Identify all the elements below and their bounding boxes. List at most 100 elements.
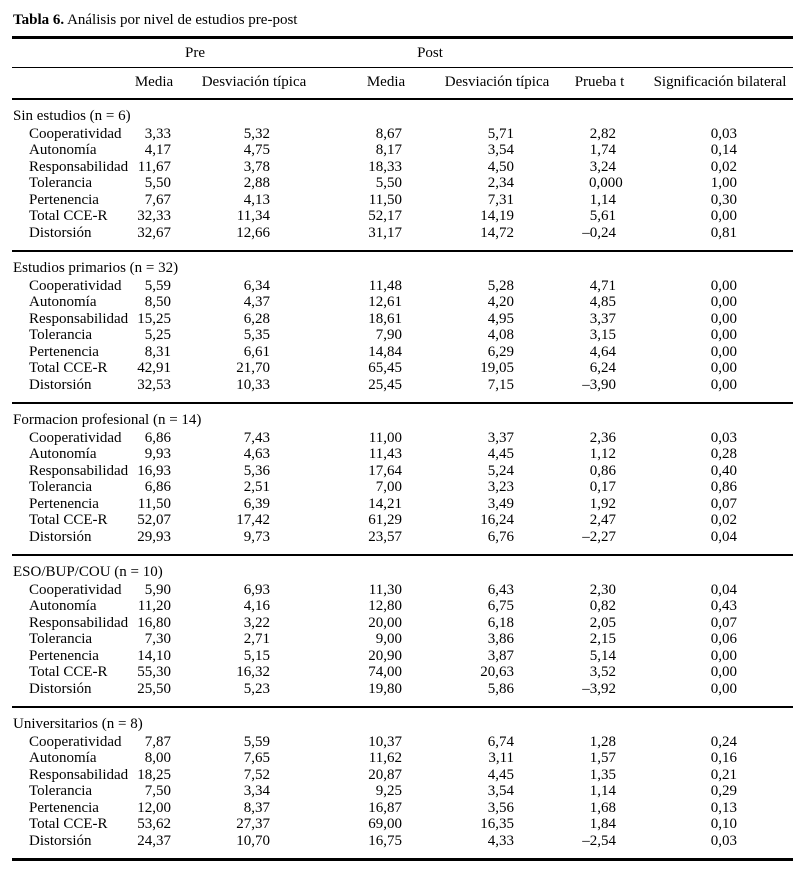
value-text: 3,33 <box>144 125 171 142</box>
row-label: Cooperatividad <box>29 733 122 750</box>
value-text: 1,92 <box>589 495 617 512</box>
value-cell: 14,72 <box>442 225 552 252</box>
value-text: 3,37 <box>487 429 515 446</box>
spacer-cell <box>12 67 130 100</box>
value-cell: 6,93 <box>178 582 330 599</box>
value-text: 0,06 <box>710 631 738 647</box>
value-cell: 7,67 <box>130 192 178 209</box>
value-cell: 1,84 <box>552 816 647 833</box>
value-text: 0,00 <box>710 343 738 360</box>
value-cell: 3,24 <box>552 159 647 176</box>
value-cell: 32,53 <box>130 377 178 404</box>
table-row: Tolerancia 5,25 5,35 7,90 4,08 3,15 0,00 <box>12 327 793 344</box>
row-label: Distorsión <box>29 832 92 849</box>
value-text: 65,45 <box>368 360 402 376</box>
value-cell: 1,28 <box>552 734 647 751</box>
value-cell: 6,76 <box>442 529 552 556</box>
value-text: 0,82 <box>589 598 617 614</box>
value-cell: 0,00 <box>647 311 793 328</box>
value-cell: 16,32 <box>178 664 330 681</box>
value-cell: 16,75 <box>330 833 442 860</box>
value-cell: 0,81 <box>647 225 793 252</box>
value-cell: 0,000 <box>552 175 647 192</box>
value-text: 4,17 <box>144 142 171 158</box>
value-text: 0,03 <box>710 832 738 849</box>
value-text: 4,50 <box>487 158 515 175</box>
row-label: Tolerancia <box>29 175 93 191</box>
value-cell: 0,13 <box>647 800 793 817</box>
value-cell: 4,37 <box>178 294 330 311</box>
value-text: 6,18 <box>487 614 515 631</box>
value-text: 3,54 <box>487 142 515 158</box>
value-text: 32,33 <box>137 208 171 224</box>
value-text: 0,28 <box>710 446 738 462</box>
value-cell: 7,52 <box>178 767 330 784</box>
table-row: Cooperatividad 7,87 5,59 10,37 6,74 1,28 0,24 <box>12 734 793 751</box>
value-text: 17,42 <box>236 512 270 528</box>
value-text: 32,53 <box>137 376 171 393</box>
value-cell: 61,29 <box>330 512 442 529</box>
value-cell: 5,25 <box>130 327 178 344</box>
value-cell: 5,71 <box>442 126 552 143</box>
value-text: 2,30 <box>589 581 617 598</box>
table-number: Tabla 6. <box>13 12 65 28</box>
row-label: Cooperatividad <box>29 125 122 142</box>
value-cell: 3,78 <box>178 159 330 176</box>
value-text: 10,37 <box>368 733 402 750</box>
value-cell: 0,00 <box>647 208 793 225</box>
value-text: 29,93 <box>137 528 171 545</box>
value-text: 0,14 <box>710 142 738 158</box>
value-cell: 5,28 <box>442 278 552 295</box>
value-text: 3,56 <box>487 799 515 816</box>
value-cell: 6,86 <box>130 479 178 496</box>
value-text: 20,87 <box>368 766 402 783</box>
row-label: Autonomía <box>29 598 97 614</box>
value-cell: 0,14 <box>647 142 793 159</box>
value-text: 3,78 <box>243 158 270 175</box>
table-row: Autonomía 4,17 4,75 8,17 3,54 1,74 0,14 <box>12 142 793 159</box>
value-text: 3,52 <box>589 664 617 680</box>
value-cell: 18,61 <box>330 311 442 328</box>
value-cell: 4,64 <box>552 344 647 361</box>
section-header: Sin estudios (n = 6) <box>13 108 131 124</box>
value-text: 11,62 <box>368 750 402 766</box>
value-cell: 3,22 <box>178 615 330 632</box>
value-cell: 32,33 <box>130 208 178 225</box>
value-cell: 18,25 <box>130 767 178 784</box>
value-text: 8,50 <box>144 294 171 310</box>
table-row: Distorsión 25,50 5,23 19,80 5,86 –3,92 0,00 <box>12 681 793 708</box>
value-text: 16,32 <box>236 664 270 680</box>
value-cell: 7,30 <box>130 631 178 648</box>
row-label: Distorsión <box>29 224 92 241</box>
value-cell: 7,15 <box>442 377 552 404</box>
value-text: 11,30 <box>368 581 402 598</box>
value-text: 2,51 <box>243 479 270 495</box>
value-text: 0,21 <box>710 766 738 783</box>
value-cell: 52,17 <box>330 208 442 225</box>
value-text: 14,21 <box>368 495 402 512</box>
value-text: 18,33 <box>368 158 402 175</box>
row-label: Total CCE-R <box>29 360 108 376</box>
row-label: Distorsión <box>29 528 92 545</box>
value-text: 25,45 <box>368 376 402 393</box>
value-text: 5,28 <box>487 277 515 294</box>
value-text: 6,28 <box>243 310 270 327</box>
value-cell: 14,84 <box>330 344 442 361</box>
value-cell: 5,59 <box>178 734 330 751</box>
value-cell: 0,43 <box>647 598 793 615</box>
value-text: 32,67 <box>137 224 171 241</box>
column-header-post-desviacion: Desviación típica <box>442 67 553 100</box>
table-row: Pertenencia 11,50 6,39 14,21 3,49 1,92 0,07 <box>12 496 793 513</box>
value-cell: 9,93 <box>130 446 178 463</box>
value-text: 2,88 <box>243 175 270 191</box>
row-label: Tolerancia <box>29 783 93 799</box>
value-cell: 11,30 <box>330 582 442 599</box>
value-cell: 4,45 <box>442 446 552 463</box>
value-cell: 3,34 <box>178 783 330 800</box>
table-row: Cooperatividad 3,33 5,32 8,67 5,71 2,82 0,03 <box>12 126 793 143</box>
value-cell: 0,29 <box>647 783 793 800</box>
value-cell: 0,28 <box>647 446 793 463</box>
column-header-pre-media: Media <box>130 67 178 100</box>
value-cell: 6,74 <box>442 734 552 751</box>
row-label: Pertenencia <box>29 343 99 360</box>
